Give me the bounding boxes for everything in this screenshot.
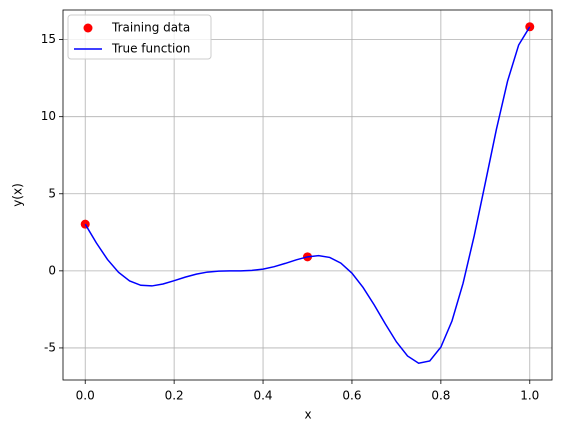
legend-box bbox=[67, 14, 212, 60]
x-tick-label: 0.4 bbox=[253, 389, 272, 403]
y-tick-label: 0 bbox=[48, 263, 56, 277]
line bbox=[84, 26, 531, 365]
x-tick-label: 0.0 bbox=[76, 389, 95, 403]
legend-label: True function bbox=[111, 42, 190, 56]
x-axis-label: x bbox=[304, 408, 311, 422]
legend-marker bbox=[83, 23, 93, 33]
y-tick-label: 5 bbox=[48, 186, 56, 200]
x-tick-label: 0.2 bbox=[165, 389, 184, 403]
y-axis-label: y(x) bbox=[11, 183, 25, 207]
plot-frame bbox=[62, 9, 553, 381]
x-tick-label: 0.8 bbox=[431, 389, 450, 403]
x-tick-label: 1.0 bbox=[520, 389, 539, 403]
x-tick-label: 0.6 bbox=[342, 389, 361, 403]
legend: Training data True function bbox=[67, 14, 212, 60]
y-tick-label: -5 bbox=[44, 340, 56, 354]
y-tick-label: 15 bbox=[41, 32, 56, 46]
legend-label: Training data bbox=[111, 21, 190, 35]
y-tick-label: 10 bbox=[41, 109, 56, 123]
